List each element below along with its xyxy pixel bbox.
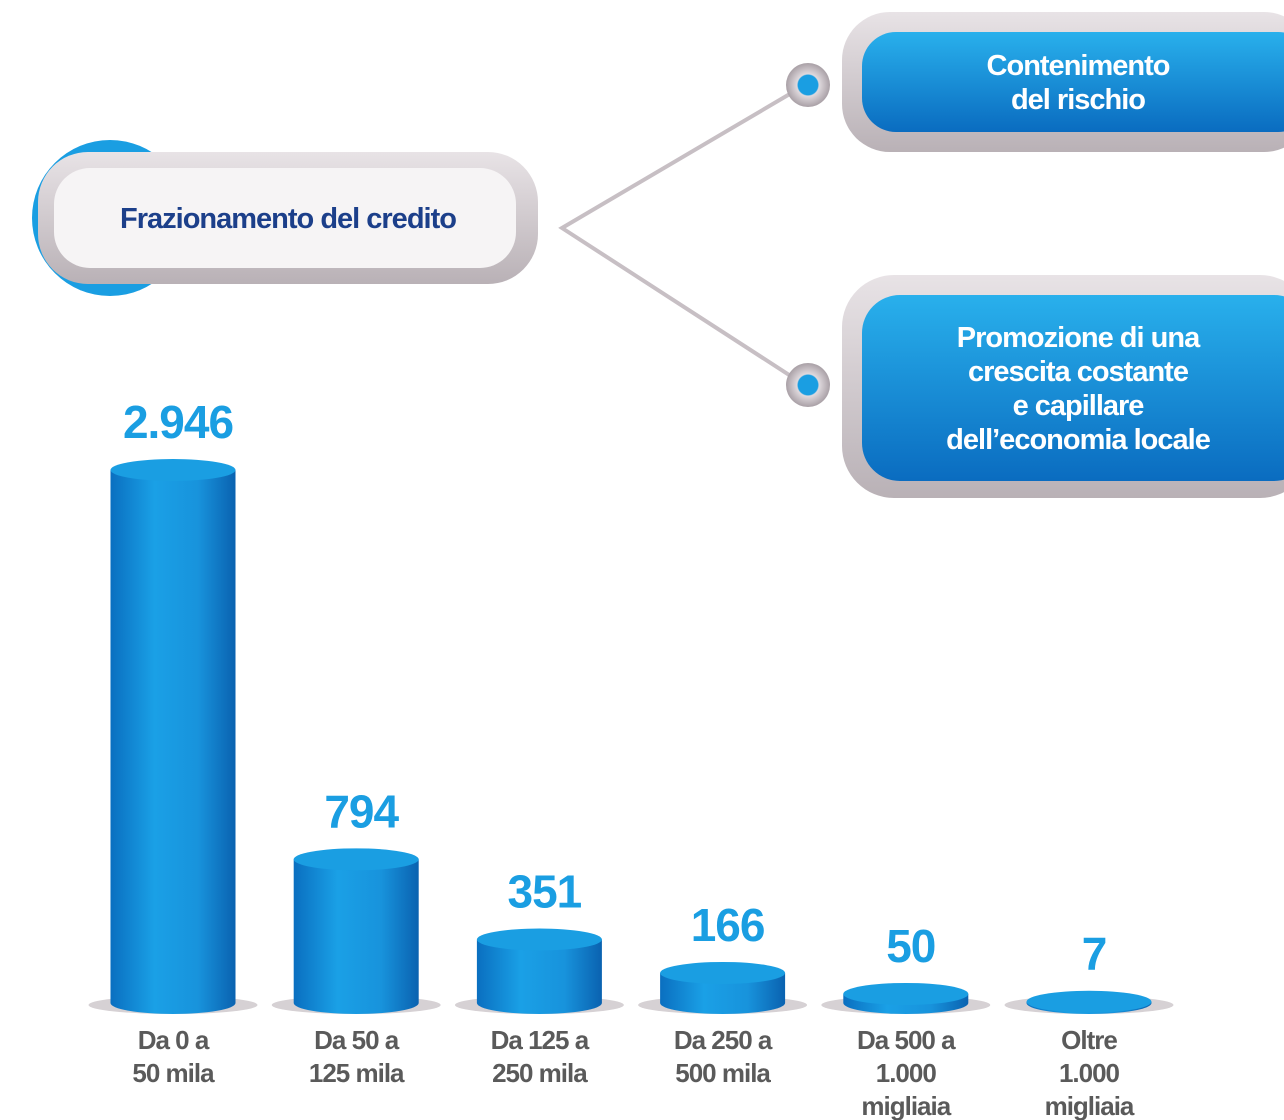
bar-top [476,928,602,951]
target-label: crescita costante [968,356,1189,388]
x-tick-label: 1.000 [1059,1058,1120,1088]
bar [110,459,236,1015]
x-tick-label: Da 0 a [138,1025,210,1055]
connector-dot [786,63,830,107]
value-label: 2.946 [123,396,233,448]
value-label: 794 [324,785,399,837]
value-label: 166 [691,899,765,951]
x-tick-label: Da 500 a [857,1025,956,1055]
target-label: del rischio [1011,84,1145,116]
x-tick-label: migliaia [1045,1091,1135,1120]
bar-top [660,961,786,984]
x-tick-label: Da 50 a [314,1025,400,1055]
value-label: 7 [1082,928,1107,980]
x-tick-label: 50 mila [132,1058,215,1088]
bar [476,928,602,1014]
x-tick-label: 500 mila [675,1058,771,1088]
bar-body [293,859,419,1015]
x-tick-label: 125 mila [309,1058,405,1088]
x-tick-label: Oltre [1061,1025,1117,1055]
connector [558,86,802,384]
target-label: Contenimento [987,50,1170,82]
pill-inner [54,168,516,268]
bar-top [110,459,236,481]
bar [660,961,786,1015]
bar-top [843,982,969,1005]
connector-dot [786,363,830,407]
bar-body [660,972,786,1015]
x-tick-label: 1.000 [876,1058,937,1088]
bar-body [476,939,602,1014]
value-label: 351 [508,865,582,917]
bar-top [1026,990,1152,1013]
value-label: 50 [886,920,935,972]
target-box [862,32,1284,132]
target-label: Promozione di una [957,322,1201,354]
x-tick-label: Da 125 a [491,1025,590,1055]
source-label: Frazionamento del credito [120,203,456,235]
x-tick-label: Da 250 a [674,1025,773,1055]
x-tick-label: migliaia [861,1091,951,1120]
bar [843,982,969,1015]
bar-top [293,848,419,871]
bar-body [110,470,236,1015]
target-box [862,295,1284,481]
target-label: dell’economia locale [946,424,1211,456]
bar [1026,990,1152,1015]
bar [293,848,419,1015]
x-tick-label: 250 mila [492,1058,588,1088]
target-label: e capillare [1013,390,1145,422]
